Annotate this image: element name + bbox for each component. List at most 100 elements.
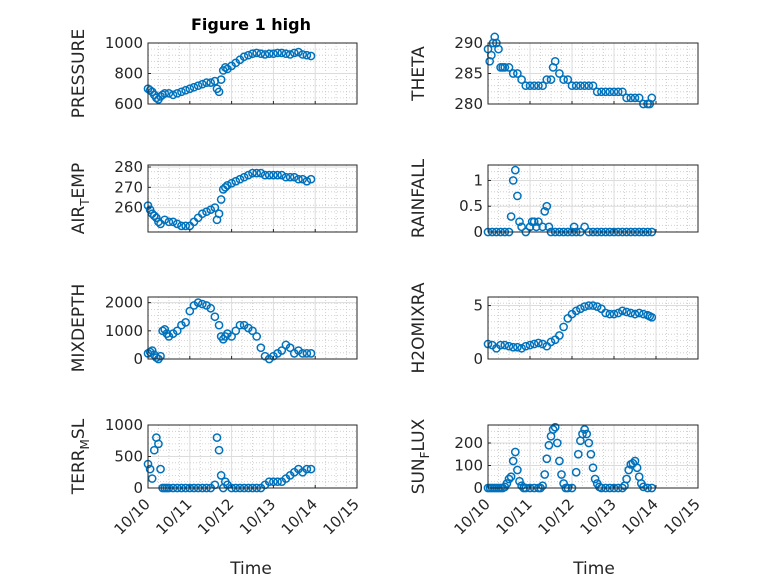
data-point: [281, 49, 291, 59]
data-point: [573, 449, 583, 459]
data-point: [206, 78, 216, 88]
data-point: [618, 306, 627, 316]
data-point: [504, 63, 514, 72]
data-point: [193, 298, 203, 307]
data-point: [609, 309, 619, 319]
data-point: [214, 320, 224, 330]
y-axis-label: TERRMSL: [69, 418, 92, 495]
y-axis-label-text: THETA: [409, 46, 429, 102]
data-point: [521, 341, 531, 351]
y-axis-label-text: MIXDEPTH: [69, 284, 89, 373]
data-point: [164, 88, 174, 98]
data-point: [542, 201, 552, 211]
data-point: [588, 301, 598, 310]
data-point: [243, 170, 253, 180]
data-point: [168, 90, 178, 100]
data-point: [160, 88, 170, 98]
data-point: [181, 85, 190, 95]
y-tick-label: 600: [114, 95, 143, 113]
data-point: [189, 82, 199, 92]
data-point: [542, 75, 552, 84]
data-point: [227, 178, 236, 188]
data-point: [582, 429, 592, 439]
data-point: [571, 467, 581, 477]
data-point: [252, 168, 262, 178]
data-point: [214, 445, 224, 455]
x-axis-label-left: Time: [229, 559, 272, 579]
data-point: [571, 306, 581, 316]
y-tick-label: 0: [133, 479, 143, 497]
data-point: [256, 49, 266, 59]
data-point: [584, 301, 594, 310]
data-point: [206, 303, 216, 313]
data-point: [216, 195, 226, 204]
data-point: [212, 433, 222, 442]
data-point: [517, 481, 526, 491]
data-point: [597, 87, 606, 97]
data-point: [510, 165, 520, 175]
data-point: [156, 464, 165, 474]
data-point: [546, 337, 556, 347]
y-tick-label: 1000: [105, 34, 143, 52]
data-point: [256, 168, 266, 178]
data-point: [285, 50, 295, 59]
data-point: [592, 302, 602, 311]
data-point: [273, 170, 282, 180]
data-point: [239, 52, 249, 62]
data-point: [555, 331, 564, 340]
data-point: [525, 81, 535, 91]
y-axis-label: H2OMIXRA: [409, 282, 429, 373]
data-point: [624, 465, 634, 475]
data-point: [302, 176, 312, 186]
axes-box: [487, 296, 699, 360]
data-point: [622, 474, 631, 484]
data-point: [580, 81, 589, 91]
axes-box: [147, 164, 358, 233]
y-tick-label: 0: [473, 223, 483, 241]
data-point: [248, 49, 257, 59]
data-point: [513, 465, 522, 475]
y-axis-label: THETA: [409, 46, 429, 102]
data-point: [622, 93, 631, 103]
data-point: [243, 50, 253, 60]
data-point: [260, 170, 270, 180]
data-point: [626, 93, 636, 103]
data-point: [525, 340, 535, 350]
data-point: [647, 312, 657, 322]
panel-3: 0 0.5 1 RAINFALL: [409, 158, 699, 241]
data-point: [634, 308, 644, 318]
data-point: [206, 205, 216, 215]
data-point: [508, 342, 518, 352]
y-axis-label-text: PRESSURE: [69, 29, 89, 118]
data-point: [517, 75, 526, 84]
data-point: [584, 81, 594, 91]
data-point: [515, 217, 524, 227]
data-point: [521, 81, 531, 91]
data-point: [542, 454, 552, 464]
data-point: [605, 309, 615, 319]
y-axis-label-text: SUN: [409, 458, 429, 494]
data-point: [273, 477, 282, 487]
data-point: [277, 48, 287, 58]
data-point: [571, 81, 581, 91]
axes-box: [487, 424, 699, 489]
data-point: [289, 48, 299, 58]
y-axis-label-subscript: M: [78, 439, 92, 449]
panel-1: 280 285 290 THETA: [409, 32, 699, 113]
data-point: [632, 463, 642, 473]
data-point: [197, 299, 207, 309]
data-point: [231, 176, 241, 186]
data-point: [506, 472, 516, 482]
y-axis-label: MIXDEPTH: [69, 284, 89, 373]
y-axis-label-text: TERR: [69, 449, 89, 495]
data-point: [534, 338, 543, 348]
data-point: [506, 212, 516, 221]
panel-0: 600 800 1000 PRESSURE: [69, 29, 358, 118]
data-point: [529, 339, 539, 349]
data-point: [555, 69, 564, 78]
data-point: [197, 79, 207, 89]
data-point: [235, 320, 245, 330]
y-tick-label: 0.5: [459, 197, 483, 215]
data-point: [546, 75, 556, 84]
data-point: [563, 75, 573, 84]
